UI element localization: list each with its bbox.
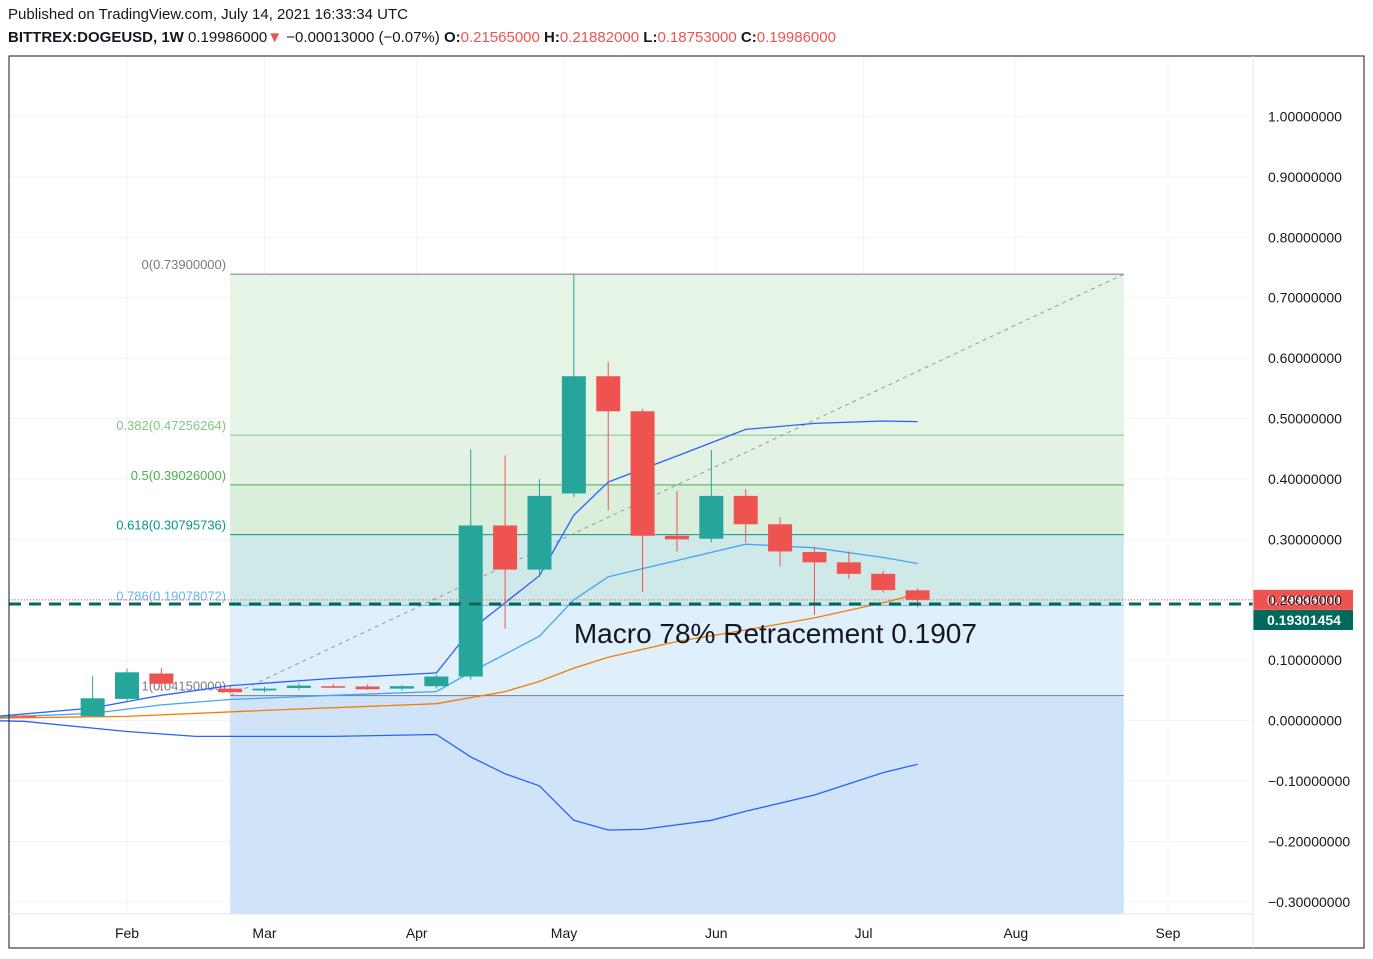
x-tick-label: Jul	[855, 925, 873, 941]
change-arrow-icon: ▼	[267, 29, 283, 46]
y-tick-label: 1.00000000	[1268, 108, 1342, 124]
candle-body	[802, 552, 827, 563]
candle-body	[493, 525, 518, 570]
axes: 1.00000000 0.90000000 0.80000000 0.70000000…	[8, 55, 1365, 949]
y-tick-label: −0.20000000	[1268, 833, 1350, 849]
candles	[0, 274, 930, 718]
high-label: H:	[544, 29, 560, 46]
fib-level-label: 0.618(0.30795736)	[116, 518, 226, 533]
fib-zone	[230, 274, 1124, 436]
open-label: O:	[443, 29, 461, 46]
candle-body	[321, 686, 346, 688]
y-tick-label: 0.80000000	[1268, 229, 1342, 245]
candle-body	[768, 524, 793, 552]
candle-body	[733, 495, 758, 525]
candle-body	[871, 573, 896, 591]
fib-level-label: 0.382(0.47256264)	[116, 418, 226, 433]
candle-body	[0, 715, 2, 718]
y-tick-label: 0.60000000	[1268, 350, 1342, 366]
published-line: Published on TradingView.com, July 14, 2…	[8, 6, 408, 23]
y-tick-label: 0.90000000	[1268, 169, 1342, 185]
low-value: 0.18753000	[657, 29, 737, 46]
candle-body	[596, 376, 621, 412]
y-tick-label: 0.70000000	[1268, 290, 1342, 306]
symbol-ohlc-line: BITTREX:DOGEUSD, 1W 0.19986000▼ −0.00013…	[8, 29, 836, 46]
y-tick-label: 0.00000000	[1268, 713, 1342, 729]
chart-frame	[8, 55, 1365, 949]
x-tick-label: Mar	[252, 925, 276, 941]
open-value: 0.21565000	[460, 29, 540, 46]
fib-zone	[230, 435, 1124, 485]
fib-zone-extension	[230, 695, 1124, 914]
last-price-text: 0.19986000	[188, 29, 268, 46]
x-tick-label: Apr	[406, 925, 428, 941]
last-price-tag	[1253, 589, 1353, 610]
high-value: 0.21882000	[559, 29, 640, 46]
candle-body	[252, 688, 277, 691]
fib-zone	[230, 605, 1124, 696]
candle-body	[836, 562, 861, 574]
change-text: −0.00013000 (−0.07%)	[286, 29, 440, 46]
x-tick-label: Aug	[1003, 925, 1028, 941]
key-level-tag-label: 0.19301454	[1267, 612, 1341, 628]
candle-body	[527, 495, 552, 570]
fib-retracement[interactable]: 0(0.73900000) 0.382(0.47256264) 0.5(0.3902…	[116, 257, 1125, 914]
candle-body	[11, 715, 36, 718]
candle-body	[389, 686, 414, 689]
low-label: L:	[643, 29, 658, 46]
candle-body	[355, 686, 380, 690]
last-price-tag-label: 0.19986000	[1267, 592, 1341, 608]
candle-body	[699, 495, 724, 539]
x-tick-label: Feb	[115, 925, 139, 941]
x-tick-label: Sep	[1156, 925, 1181, 941]
y-tick-label: 0.30000000	[1268, 531, 1342, 547]
x-tick-label: May	[551, 925, 577, 941]
candle-body	[424, 676, 449, 687]
fib-level-label: 0.5(0.39026000)	[131, 468, 226, 483]
fib-level-label: 0(0.73900000)	[142, 257, 227, 272]
close-value: 0.19986000	[756, 29, 836, 46]
bollinger-lower-line	[0, 720, 918, 831]
y-tick-label: 0.10000000	[1268, 652, 1342, 668]
close-label: C:	[740, 29, 757, 46]
annotation-text: Macro 78% Retracement 0.1907	[574, 618, 977, 649]
y-tick-label: −0.10000000	[1268, 773, 1350, 789]
y-tick-label: 0.50000000	[1268, 411, 1342, 427]
x-tick-label: Jun	[705, 925, 728, 941]
candle-body	[630, 411, 655, 536]
y-tick-label: 0.20000000	[1268, 592, 1342, 608]
y-tick-label: 0.40000000	[1268, 471, 1342, 487]
ema-line	[0, 593, 918, 719]
candle-body	[905, 590, 930, 600]
candle-body	[286, 685, 311, 689]
candle-body	[218, 688, 243, 693]
y-tick-label: −0.30000000	[1268, 894, 1350, 910]
candle-body	[149, 673, 174, 684]
candle-body	[561, 376, 586, 494]
candle-body	[115, 672, 139, 699]
candle-body	[664, 535, 689, 540]
candle-body	[458, 525, 483, 677]
fib-level-label: 0.786(0.19078072)	[116, 588, 226, 603]
candle-body	[80, 698, 105, 717]
price-lines: 0.19986000 0.19301454 Macro 78% Retracemen…	[9, 589, 1353, 649]
symbol-label[interactable]: BITTREX:DOGEUSD, 1W	[8, 29, 184, 46]
key-level-tag	[1253, 610, 1353, 631]
